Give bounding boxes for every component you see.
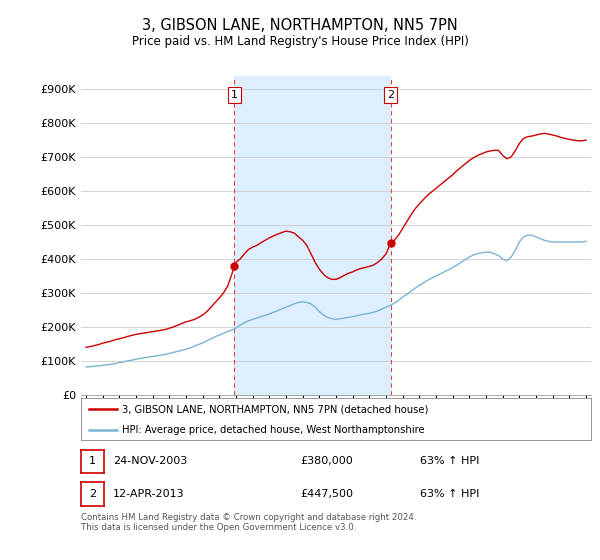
Text: Price paid vs. HM Land Registry's House Price Index (HPI): Price paid vs. HM Land Registry's House … (131, 35, 469, 48)
Text: 1: 1 (231, 90, 238, 100)
Text: Contains HM Land Registry data © Crown copyright and database right 2024.
This d: Contains HM Land Registry data © Crown c… (81, 513, 416, 533)
Text: HPI: Average price, detached house, West Northamptonshire: HPI: Average price, detached house, West… (122, 426, 424, 435)
Text: 63% ↑ HPI: 63% ↑ HPI (420, 456, 479, 466)
Text: £447,500: £447,500 (300, 489, 353, 499)
Text: 2: 2 (387, 90, 394, 100)
Text: 3, GIBSON LANE, NORTHAMPTON, NN5 7PN: 3, GIBSON LANE, NORTHAMPTON, NN5 7PN (142, 18, 458, 33)
Text: 2: 2 (89, 489, 96, 499)
Text: 3, GIBSON LANE, NORTHAMPTON, NN5 7PN (detached house): 3, GIBSON LANE, NORTHAMPTON, NN5 7PN (de… (122, 404, 428, 414)
Text: £380,000: £380,000 (300, 456, 353, 466)
Text: 63% ↑ HPI: 63% ↑ HPI (420, 489, 479, 499)
Bar (235, 76, 391, 395)
Text: 12-APR-2013: 12-APR-2013 (113, 489, 184, 499)
Text: 1: 1 (89, 456, 96, 466)
Text: 24-NOV-2003: 24-NOV-2003 (113, 456, 187, 466)
